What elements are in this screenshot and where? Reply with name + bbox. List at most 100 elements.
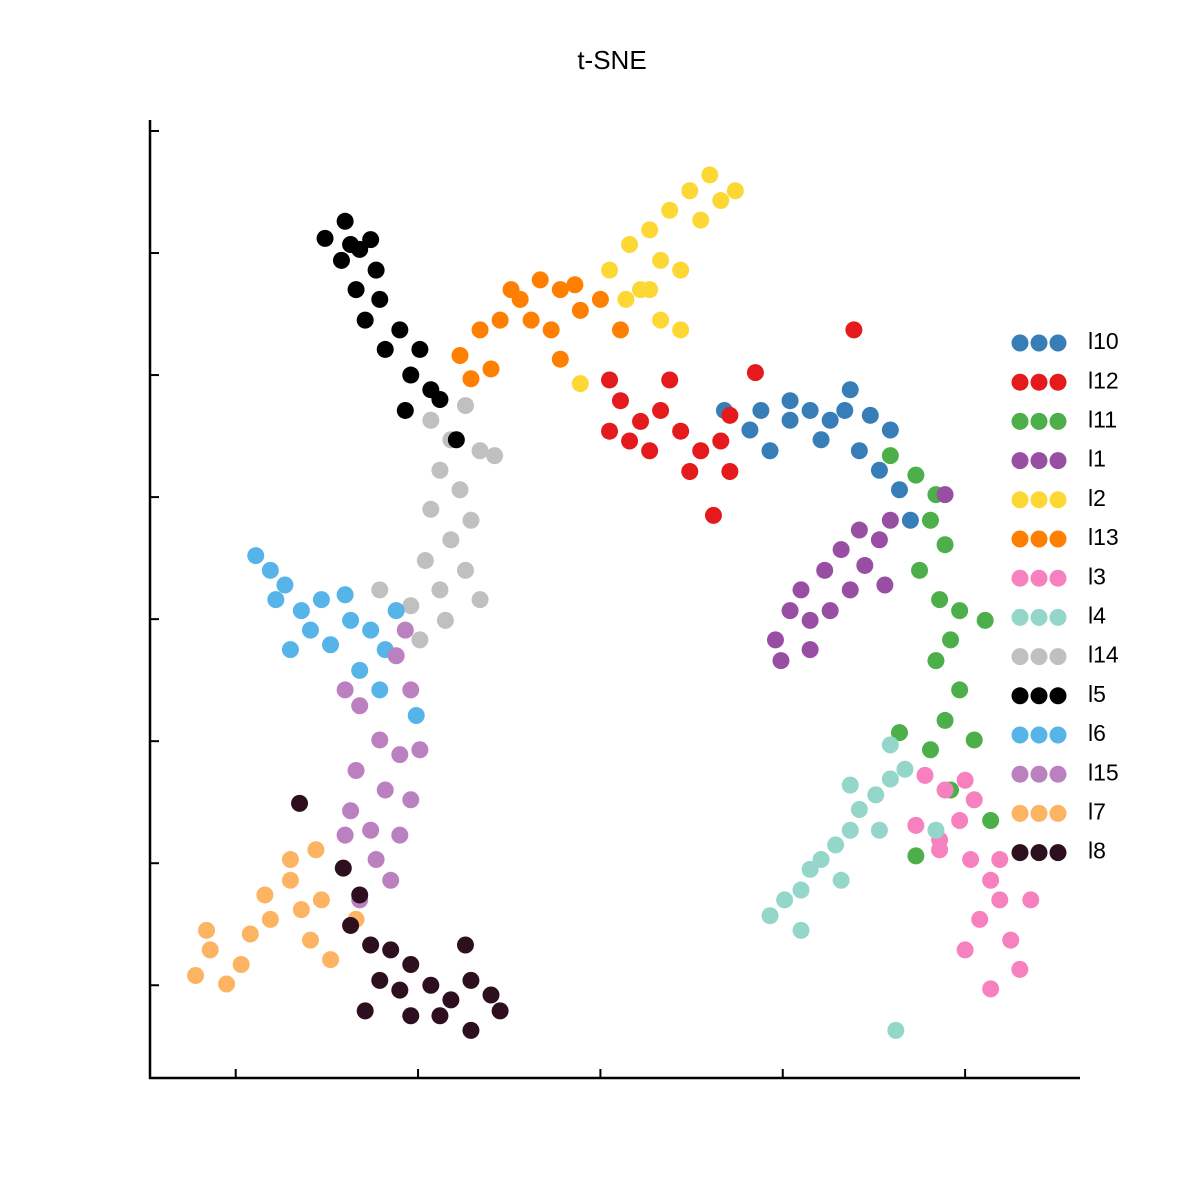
point xyxy=(411,631,429,649)
point xyxy=(566,276,584,294)
point xyxy=(896,760,914,778)
point xyxy=(411,741,429,759)
point xyxy=(276,576,294,594)
legend-label: l13 xyxy=(1088,524,1119,550)
point xyxy=(232,956,250,974)
legend-marker xyxy=(1030,608,1048,626)
point xyxy=(827,836,845,854)
point xyxy=(692,442,710,460)
point xyxy=(991,891,1009,909)
point xyxy=(462,971,480,989)
point xyxy=(247,547,265,565)
point xyxy=(951,602,969,620)
point xyxy=(672,321,690,339)
point xyxy=(890,481,908,499)
point xyxy=(267,591,285,609)
point xyxy=(816,561,834,579)
legend-label: l15 xyxy=(1088,759,1119,785)
point xyxy=(641,442,659,460)
point xyxy=(781,411,799,429)
point xyxy=(482,360,500,378)
point xyxy=(462,370,480,388)
legend-marker xyxy=(1030,765,1048,783)
point xyxy=(931,591,949,609)
point xyxy=(356,1002,374,1020)
point xyxy=(856,556,874,574)
legend-marker xyxy=(1049,844,1067,862)
legend-marker xyxy=(1030,491,1048,509)
point xyxy=(766,631,784,649)
point xyxy=(491,311,509,329)
point xyxy=(881,421,899,439)
point xyxy=(956,771,974,789)
point xyxy=(292,602,310,620)
point xyxy=(447,431,465,449)
point xyxy=(881,511,899,529)
point xyxy=(402,366,420,384)
point xyxy=(407,707,425,725)
point xyxy=(761,442,779,460)
point xyxy=(601,371,619,389)
point xyxy=(921,511,939,529)
point xyxy=(307,841,325,859)
point xyxy=(362,821,380,839)
point xyxy=(471,591,489,609)
point xyxy=(218,975,236,993)
legend-marker xyxy=(1011,844,1029,862)
legend-marker xyxy=(1011,491,1029,509)
point xyxy=(456,936,474,954)
point xyxy=(962,851,980,869)
legend-marker xyxy=(1011,648,1029,666)
point xyxy=(965,791,983,809)
point xyxy=(841,776,859,794)
point xyxy=(551,281,569,299)
point xyxy=(436,611,454,629)
legend-marker xyxy=(1011,726,1029,744)
point xyxy=(396,401,414,419)
point xyxy=(936,711,954,729)
point xyxy=(841,821,859,839)
legend-marker xyxy=(1049,608,1067,626)
point xyxy=(367,851,385,869)
legend-marker xyxy=(1030,648,1048,666)
legend-marker xyxy=(1030,373,1048,391)
point xyxy=(402,1007,420,1025)
legend-marker xyxy=(1030,726,1048,744)
point xyxy=(772,652,790,670)
point xyxy=(402,597,420,615)
point xyxy=(792,581,810,599)
point xyxy=(921,741,939,759)
point xyxy=(456,561,474,579)
point xyxy=(931,841,949,859)
legend-label: l3 xyxy=(1088,563,1106,589)
point xyxy=(746,364,764,382)
legend-marker xyxy=(1011,373,1029,391)
point xyxy=(362,936,380,954)
point xyxy=(571,375,589,393)
legend-label: l7 xyxy=(1088,798,1106,824)
point xyxy=(391,321,409,339)
legend-marker xyxy=(1049,569,1067,587)
point xyxy=(661,371,679,389)
point xyxy=(241,925,259,943)
point xyxy=(701,166,719,184)
point xyxy=(334,859,352,877)
point xyxy=(821,602,839,620)
point xyxy=(322,951,340,969)
legend-marker xyxy=(1011,804,1029,822)
legend-marker xyxy=(1011,334,1029,352)
point xyxy=(356,311,374,329)
point xyxy=(261,910,279,928)
point xyxy=(812,851,830,869)
point xyxy=(486,447,504,465)
point xyxy=(911,561,929,579)
legend-marker xyxy=(1011,608,1029,626)
point xyxy=(367,261,385,279)
point xyxy=(482,986,500,1004)
point xyxy=(281,641,299,659)
point xyxy=(301,931,319,949)
point xyxy=(982,980,1000,998)
point xyxy=(442,991,460,1009)
